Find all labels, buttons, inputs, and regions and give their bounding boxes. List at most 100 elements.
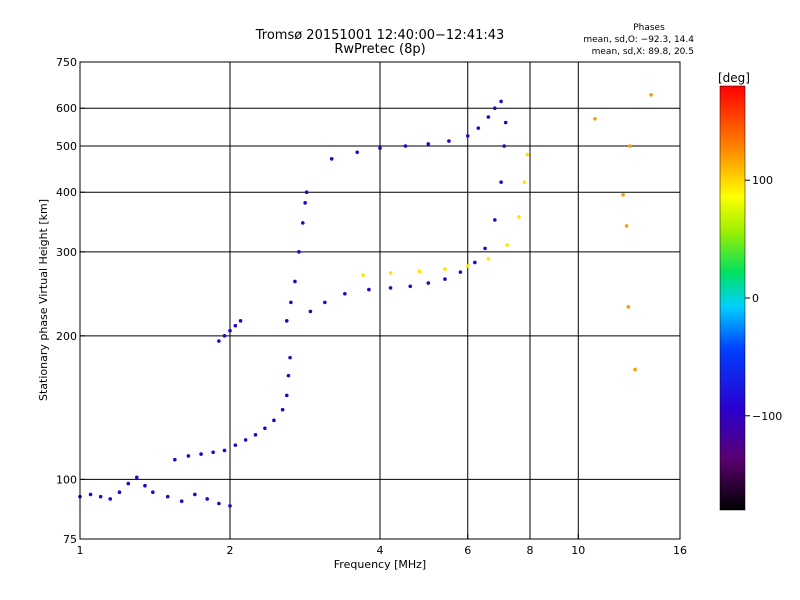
- data-point: [458, 270, 463, 274]
- data-point: [222, 334, 227, 338]
- data-point: [329, 157, 334, 161]
- data-point: [193, 492, 197, 497]
- data-point: [233, 443, 238, 447]
- data-point: [253, 433, 258, 437]
- x-tick-label: 4: [377, 544, 384, 557]
- chart-title: Tromsø 20151001 12:40:00−12:41:43: [255, 28, 505, 43]
- data-point: [388, 271, 393, 275]
- data-point: [522, 180, 527, 184]
- data-point: [211, 450, 215, 455]
- data-point: [624, 224, 629, 228]
- data-point: [443, 277, 447, 281]
- data-point: [465, 264, 470, 268]
- data-point: [426, 142, 431, 146]
- data-point: [486, 257, 491, 261]
- y-tick-label: 600: [56, 102, 77, 115]
- data-point: [499, 180, 503, 184]
- data-point: [263, 426, 267, 431]
- phase-summary-o: mean, sd,O: −92.3, 14.4: [583, 35, 694, 45]
- y-tick-label: 75: [63, 533, 77, 546]
- data-point: [199, 452, 203, 456]
- data-point: [186, 454, 191, 458]
- data-point: [173, 457, 177, 462]
- data-point: [367, 287, 371, 292]
- y-axis: 75 100 200 300 400 500 600 750: [56, 56, 85, 546]
- chart-subtitle: RwPretec (8p): [334, 42, 425, 57]
- data-point: [134, 475, 139, 480]
- data-point: [649, 93, 653, 97]
- data-point: [633, 367, 637, 372]
- data-point: [465, 134, 470, 138]
- y-tick-label: 300: [56, 246, 77, 259]
- data-point: [443, 267, 447, 271]
- data-point: [288, 355, 292, 360]
- y-tick-label: 500: [56, 140, 77, 153]
- data-point: [151, 490, 155, 495]
- data-point: [205, 497, 209, 501]
- data-point: [284, 319, 289, 323]
- data-point: [626, 305, 631, 309]
- colorbar-tick-label: 0: [752, 292, 759, 305]
- y-tick-label: 200: [56, 330, 77, 343]
- x-tick-label: 6: [464, 544, 471, 557]
- x-tick-label: 16: [673, 544, 687, 557]
- data-point: [289, 300, 293, 305]
- data-point: [238, 319, 243, 323]
- data-point: [426, 281, 431, 285]
- phase-summary-x: mean, sd,X: 89.8, 20.5: [592, 47, 694, 57]
- data-point: [303, 201, 307, 205]
- data-point: [628, 144, 632, 148]
- data-point: [304, 190, 309, 195]
- data-point: [165, 494, 170, 499]
- data-point: [301, 221, 305, 225]
- data-point: [361, 273, 365, 277]
- phase-summary-title: Phases: [633, 23, 665, 33]
- data-point: [222, 448, 227, 453]
- data-point: [286, 373, 291, 378]
- data-point: [505, 243, 509, 247]
- data-point: [473, 260, 477, 265]
- data-point: [403, 144, 408, 148]
- data-point: [272, 418, 276, 423]
- data-point: [88, 492, 93, 497]
- colorbar-tick-label: −100: [752, 410, 782, 423]
- data-point: [499, 99, 503, 104]
- plot-area: [78, 61, 681, 540]
- data-point: [503, 120, 508, 125]
- y-tick-label: 400: [56, 186, 77, 199]
- data-point: [593, 117, 597, 121]
- data-point: [621, 193, 625, 197]
- data-point: [217, 501, 221, 506]
- grid-lines: [80, 62, 680, 539]
- data-point: [417, 269, 422, 274]
- data-point: [447, 139, 451, 143]
- data-point: [217, 339, 221, 343]
- x-axis: 1 2 4 6 8 10 16: [77, 534, 687, 557]
- data-point: [280, 407, 285, 412]
- data-point: [108, 497, 113, 501]
- data-point: [98, 494, 103, 499]
- data-point: [525, 152, 530, 157]
- data-point: [408, 284, 413, 289]
- x-tick-label: 10: [571, 544, 585, 557]
- colorbar-label: [deg]: [718, 71, 750, 85]
- data-points: [78, 93, 653, 508]
- colorbar-gradient: [719, 85, 746, 511]
- data-point: [143, 483, 147, 488]
- data-point: [502, 144, 506, 148]
- x-tick-label: 1: [77, 544, 84, 557]
- x-tick-label: 8: [527, 544, 534, 557]
- data-point: [517, 215, 521, 219]
- phase-summary: Phases mean, sd,O: −92.3, 14.4 mean, sd,…: [583, 23, 694, 57]
- data-point: [355, 150, 359, 155]
- y-axis-label: Stationary phase Virtual Height [km]: [37, 199, 50, 401]
- y-tick-label: 750: [56, 56, 77, 69]
- phase-colorbar: [deg] 100 0 −100: [718, 71, 782, 511]
- data-point: [243, 438, 248, 442]
- data-point: [493, 218, 497, 222]
- data-point: [293, 279, 297, 284]
- data-point: [343, 291, 347, 296]
- data-point: [493, 106, 497, 111]
- x-tick-label: 2: [227, 544, 234, 557]
